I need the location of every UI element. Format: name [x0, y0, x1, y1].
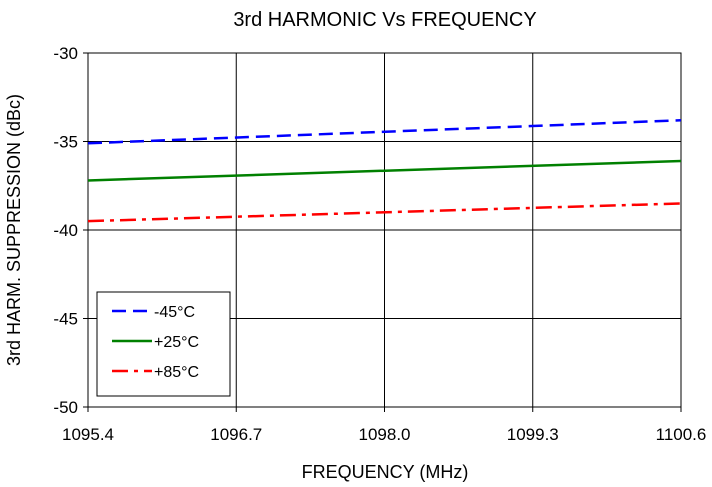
- x-tick-label: 1095.4: [62, 425, 114, 444]
- x-tick-label: 1099.3: [507, 425, 559, 444]
- chart-title: 3rd HARMONIC Vs FREQUENCY: [233, 9, 536, 31]
- x-tick-label: 1096.7: [210, 425, 262, 444]
- y-tick-label: -45: [53, 310, 78, 329]
- y-tick-label: -40: [53, 221, 78, 240]
- series-lines: [87, 119, 682, 223]
- legend-label: -45°C: [154, 304, 195, 321]
- series-line: [87, 119, 682, 145]
- y-tick-label: -35: [53, 133, 78, 152]
- legend-label: +85°C: [154, 364, 199, 381]
- x-tick-labels: 1095.4 1096.7 1098.0 1099.3 1100.6: [62, 407, 706, 444]
- legend: -45°C +25°C +85°C: [96, 291, 231, 397]
- y-tick-label: -30: [53, 44, 78, 63]
- x-axis-title: FREQUENCY (MHz): [302, 462, 469, 482]
- legend-box: [96, 291, 231, 397]
- y-axis-title: 3rd HARM. SUPPRESSION (dBc): [4, 94, 24, 366]
- x-tick-label: 1098.0: [359, 425, 411, 444]
- legend-label: +25°C: [154, 334, 199, 351]
- y-tick-label: -50: [53, 398, 78, 417]
- y-tick-labels: -30 -35 -40 -45 -50: [53, 44, 88, 417]
- series-line: [87, 202, 682, 223]
- series-line: [87, 159, 682, 182]
- x-tick-label: 1100.6: [656, 425, 707, 444]
